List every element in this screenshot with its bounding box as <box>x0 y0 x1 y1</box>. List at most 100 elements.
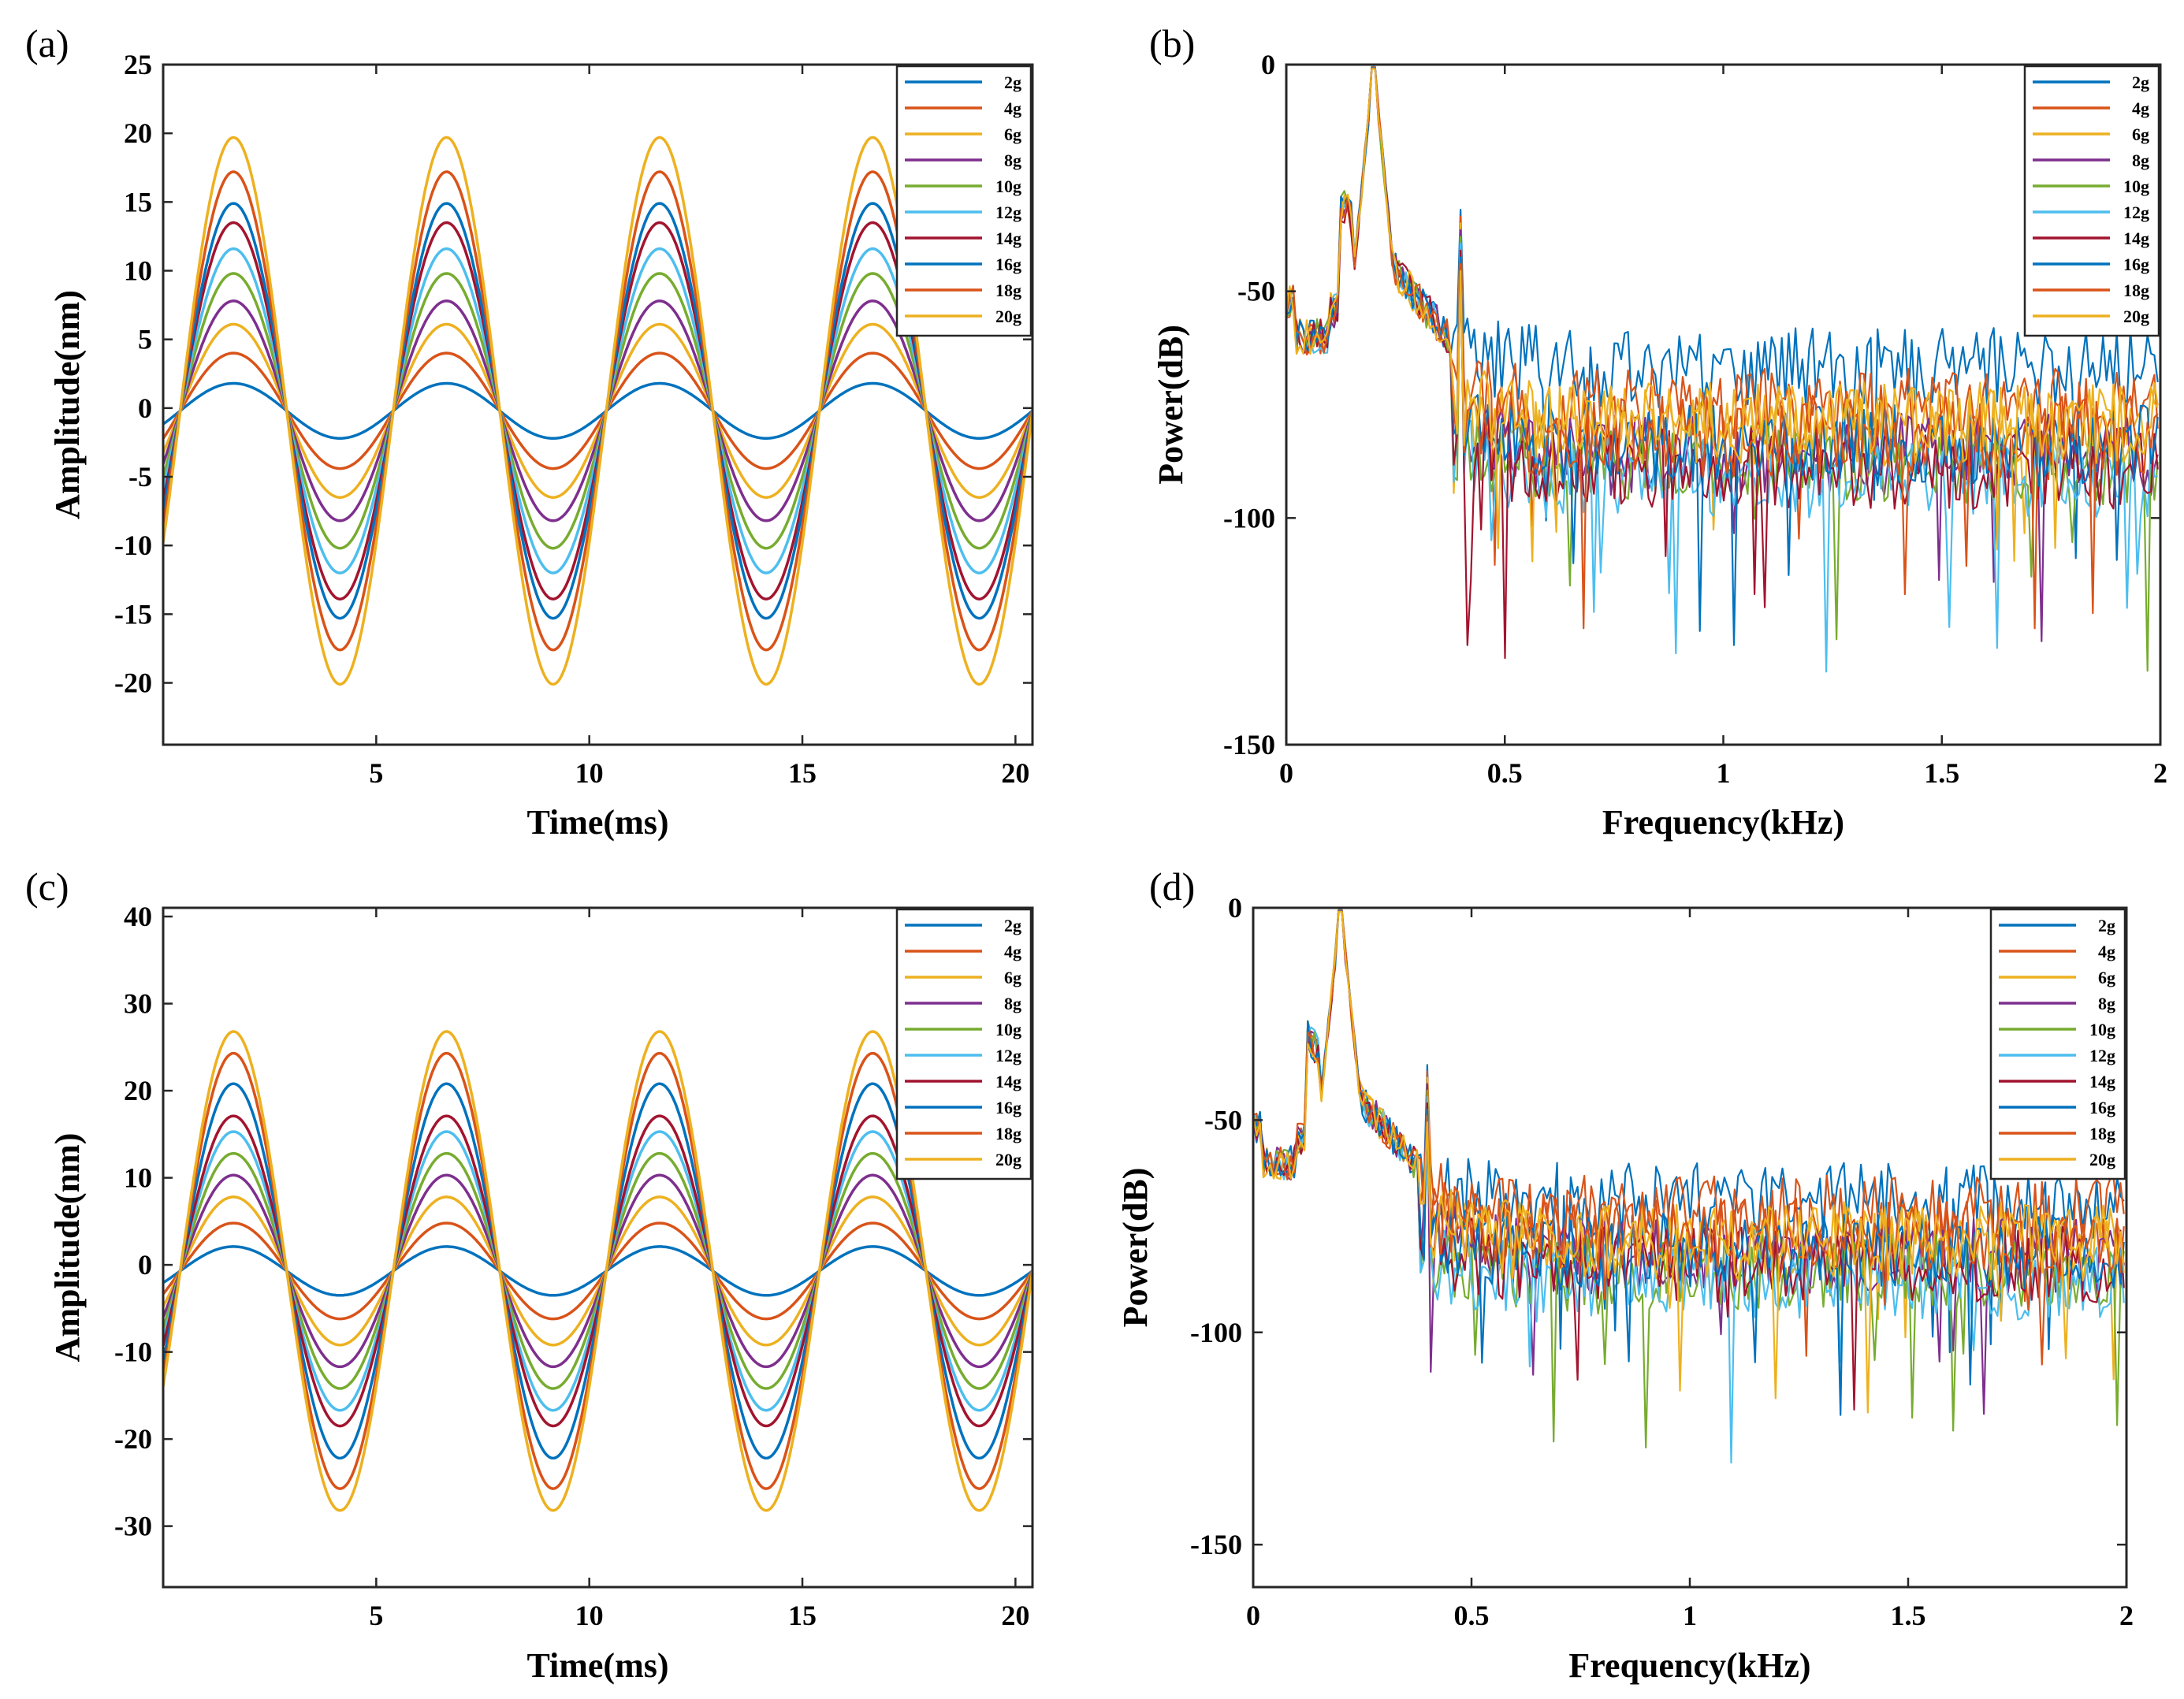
series-line-14g <box>163 1114 1032 1428</box>
y-tick-label: -150 <box>1190 1529 1242 1560</box>
legend: 2g 4g 6g 8g 10g 12g 14g 16g 18g 20g <box>2023 65 2160 337</box>
x-tick-label: 5 <box>369 757 383 789</box>
legend-label-10g: 10g <box>2123 177 2149 196</box>
y-tick-label: -100 <box>1223 502 1275 533</box>
x-tick-label: 0.5 <box>1487 757 1523 789</box>
y-tick-label: -5 <box>128 461 152 493</box>
series-line-8g <box>163 299 1032 522</box>
x-tick-label: 10 <box>575 1600 604 1631</box>
panel-label: (d) <box>1149 864 1195 909</box>
legend-label-8g: 8g <box>2132 151 2149 170</box>
axes-box <box>162 906 1034 1589</box>
legend-label-8g: 8g <box>2098 994 2115 1013</box>
legend-label-12g: 12g <box>2123 203 2149 222</box>
legend-label-20g: 20g <box>2089 1150 2115 1169</box>
y-tick-label: -20 <box>114 667 152 699</box>
legend-label-6g: 6g <box>2098 968 2115 987</box>
x-axis-title: Time(ms) <box>526 1646 668 1685</box>
y-axis-title: Amplitude(nm) <box>48 1133 87 1363</box>
series-line-4g <box>163 351 1032 470</box>
legend-label-20g: 20g <box>995 1150 1021 1169</box>
legend: 2g 4g 6g 8g 10g 12g 14g 16g 18g 20g <box>895 65 1032 337</box>
legend-label-14g: 14g <box>2089 1072 2115 1091</box>
x-tick-label: 2 <box>2153 757 2167 789</box>
legend-label-16g: 16g <box>2089 1098 2115 1117</box>
panel-label: (c) <box>25 864 69 909</box>
series-line-20g <box>163 136 1032 686</box>
x-tick-label: 0.5 <box>1454 1600 1490 1631</box>
series-line-18g <box>1253 910 2125 1366</box>
legend: 2g 4g 6g 8g 10g 12g 14g 16g 18g 20g <box>1989 908 2126 1180</box>
y-tick-label: 0 <box>1261 49 1275 80</box>
legend-label-10g: 10g <box>995 177 1021 196</box>
y-tick-label: 30 <box>124 988 152 1020</box>
series-line-8g <box>163 1173 1032 1369</box>
legend-label-2g: 2g <box>1004 916 1021 935</box>
y-axis-title: Amplitude(nm) <box>48 290 87 519</box>
series-line-16g <box>1253 910 2125 1416</box>
y-tick-label: 0 <box>138 392 152 424</box>
legend-label-12g: 12g <box>995 1046 1021 1065</box>
series-line-2g <box>163 381 1032 440</box>
y-tick-label: -10 <box>114 530 152 561</box>
y-tick-label: -50 <box>1204 1104 1242 1136</box>
x-tick-label: 20 <box>1001 1600 1029 1631</box>
x-tick-label: 2 <box>2119 1600 2134 1631</box>
plot-area <box>163 136 1032 686</box>
series-line-20g <box>163 1030 1032 1512</box>
series-line-20g <box>1286 68 2159 562</box>
x-tick-label: 20 <box>1001 757 1029 789</box>
legend-label-8g: 8g <box>1004 151 1021 170</box>
legend-label-18g: 18g <box>995 1124 1021 1143</box>
legend-label-4g: 4g <box>2132 99 2149 118</box>
series-line-6g <box>163 322 1032 499</box>
series-line-14g <box>1286 67 2159 660</box>
y-tick-label: -150 <box>1223 729 1275 760</box>
x-tick-label: 0 <box>1279 757 1293 789</box>
legend-label-4g: 4g <box>2098 942 2115 961</box>
legend-label-4g: 4g <box>1004 942 1021 961</box>
legend-label-6g: 6g <box>1004 968 1021 987</box>
series-line-6g <box>1286 66 2159 563</box>
x-tick-label: 15 <box>788 1600 817 1631</box>
legend-label-2g: 2g <box>2098 916 2115 935</box>
legend-label-18g: 18g <box>995 281 1021 300</box>
y-tick-label: -15 <box>114 598 152 630</box>
chart-panel-2: (c) 5 10 15 20 -30 -20 -10 0 10 20 30 40 Time(ms) Ampl… <box>25 864 1034 1685</box>
legend-label-6g: 6g <box>2132 125 2149 144</box>
legend-label-16g: 16g <box>995 255 1021 274</box>
chart-panel-3: (d) 0 0.5 1 1.5 2 -150 -100 -50 0 Frequency(kHz) Po… <box>1116 864 2134 1685</box>
plot-area <box>1286 65 2159 673</box>
x-tick-label: 1 <box>1683 1600 1697 1631</box>
y-tick-label: 0 <box>1228 892 1242 924</box>
legend-label-14g: 14g <box>995 229 1021 248</box>
y-tick-label: 10 <box>124 255 152 287</box>
y-tick-label: 5 <box>138 324 152 355</box>
y-tick-label: 10 <box>124 1162 152 1194</box>
chart-panel-0: (a) 5 10 15 20 -20 -15 -10 -5 0 5 10 15 20 25 Time(ms) A… <box>25 21 1034 842</box>
legend-label-8g: 8g <box>1004 994 1021 1013</box>
legend-label-20g: 20g <box>995 307 1021 326</box>
x-tick-label: 1.5 <box>1891 1600 1926 1631</box>
legend: 2g 4g 6g 8g 10g 12g 14g 16g 18g 20g <box>895 908 1032 1180</box>
legend-label-12g: 12g <box>2089 1046 2115 1065</box>
legend-label-20g: 20g <box>2123 307 2149 326</box>
x-axis-title: Frequency(kHz) <box>1568 1646 1810 1685</box>
chart-panel-1: (b) 0 0.5 1 1.5 2 -150 -100 -50 0 Frequency(kHz) Po… <box>1149 21 2167 842</box>
series-line-6g <box>163 1195 1032 1347</box>
y-tick-label: 40 <box>124 901 152 932</box>
x-tick-label: 10 <box>575 757 604 789</box>
legend-label-14g: 14g <box>995 1072 1021 1091</box>
axes-box <box>162 63 1034 746</box>
x-tick-label: 1.5 <box>1924 757 1959 789</box>
legend-label-16g: 16g <box>2123 255 2149 274</box>
x-tick-label: 1 <box>1717 757 1731 789</box>
panel-label: (a) <box>25 21 69 65</box>
y-tick-label: -10 <box>114 1337 152 1368</box>
y-tick-label: -50 <box>1237 276 1275 307</box>
series-line-2g <box>163 1245 1032 1297</box>
legend-label-16g: 16g <box>995 1098 1021 1117</box>
legend-label-14g: 14g <box>2123 229 2149 248</box>
x-tick-label: 5 <box>369 1600 383 1631</box>
